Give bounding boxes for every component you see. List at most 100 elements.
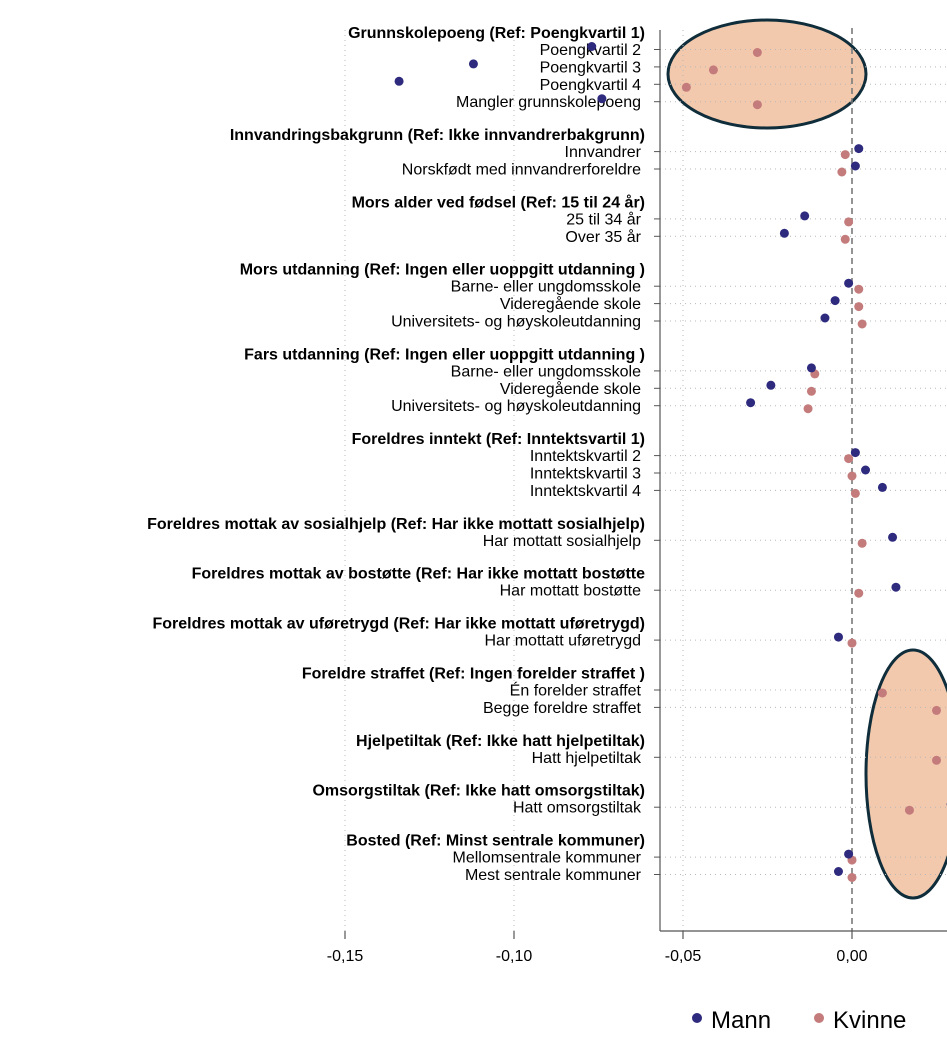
row-label-1-0: Innvandrer: [565, 144, 642, 161]
group-header-10: Hjelpetiltak (Ref: Ikke hatt hjelpetilta…: [356, 733, 645, 750]
point-kvinne-0-2: [681, 82, 691, 92]
row-label-4-1: Videregående skole: [500, 380, 641, 398]
row-label-9-0: Én forelder straffet: [510, 681, 642, 700]
row-label-11-0: Hatt omsorgstiltak: [513, 800, 642, 817]
point-kvinne-12-1: [847, 873, 857, 882]
point-mann-4-0: [806, 363, 816, 373]
group-header-9: Foreldre straffet (Ref: Ingen forelder s…: [302, 666, 645, 683]
group-header-1: Innvandringsbakgrunn (Ref: Ikke innvandr…: [230, 127, 645, 144]
row-label-3-2: Universitets- og høyskoleutdanning: [391, 314, 641, 331]
x-tick-label-3: 0,00: [836, 948, 867, 965]
row-label-8-0: Har mottatt uføretrygd: [485, 633, 642, 650]
row-label-5-0: Inntektskvartil 2: [530, 448, 641, 465]
x-axis: -0,15-0,10-0,050,000,05: [327, 30, 947, 965]
group-header-8: Foreldres mottak av uføretrygd (Ref: Har…: [152, 616, 645, 633]
row-label-0-2: Poengkvartil 4: [540, 77, 641, 94]
group-header-2: Mors alder ved fødsel (Ref: 15 til 24 år…: [352, 193, 645, 211]
row-label-3-1: Videregående skole: [500, 295, 641, 313]
point-kvinne-3-1: [854, 302, 864, 312]
row-label-3-0: Barne- eller ungdomsskole: [451, 279, 641, 296]
point-kvinne-4-2: [803, 404, 813, 414]
point-mann-1-1: [850, 161, 860, 171]
highlight-ellipse-grunnskolepoeng: [666, 18, 868, 130]
point-kvinne-2-0: [844, 217, 854, 227]
point-kvinne-3-2: [857, 319, 867, 329]
point-kvinne-0-3: [752, 100, 762, 110]
point-mann-0-2: [394, 76, 404, 86]
row-label-12-0: Mellomsentrale kommuner: [452, 850, 641, 867]
point-kvinne-6-0: [857, 538, 867, 548]
point-kvinne-5-0: [844, 454, 854, 464]
x-tick-label-1: -0,10: [496, 948, 533, 965]
row-labels: Grunnskolepoeng (Ref: Poengkvartil 1) Poe…: [147, 25, 645, 884]
row-label-10-0: Hatt hjelpetiltak: [532, 750, 642, 767]
point-kvinne-5-2: [850, 488, 860, 498]
legend: Mann Kvinne: [692, 1007, 906, 1034]
group-header-4: Fars utdanning (Ref: Ingen eller uoppgit…: [244, 346, 645, 363]
data-points: [394, 42, 947, 882]
point-mann-0-0: [587, 42, 597, 51]
point-mann-5-0: [850, 448, 860, 458]
point-kvinne-9-0: [877, 688, 887, 698]
row-label-4-2: Universitets- og høyskoleutdanning: [391, 398, 641, 415]
point-mann-2-1: [779, 228, 789, 238]
point-kvinne-1-1: [837, 167, 847, 177]
point-mann-12-0: [844, 849, 854, 859]
row-label-5-2: Inntektskvartil 4: [530, 483, 641, 500]
point-kvinne-8-0: [847, 638, 857, 648]
legend-marker-mann: [692, 1013, 702, 1023]
x-tick-label-2: -0,05: [665, 948, 702, 965]
legend-label-kvinne: Kvinne: [833, 1007, 906, 1032]
point-mann-3-2: [820, 313, 830, 323]
row-label-12-1: Mest sentrale kommuner: [465, 867, 642, 884]
group-header-12: Bosted (Ref: Minst sentrale kommuner): [346, 833, 645, 850]
point-kvinne-7-0: [854, 588, 864, 598]
row-label-6-0: Har mottatt sosialhjelp: [483, 533, 641, 550]
point-mann-3-1: [830, 296, 840, 306]
point-kvinne-0-0: [752, 48, 762, 57]
point-mann-5-2: [877, 482, 887, 492]
x-tick-label-0: -0,15: [327, 948, 364, 965]
point-kvinne-4-1: [806, 386, 816, 396]
point-kvinne-9-1: [932, 705, 941, 715]
row-label-7-0: Har mottatt bostøtte: [500, 583, 641, 600]
point-mann-7-0: [891, 582, 901, 592]
row-label-1-1: Norskfødt med innvandrerforeldre: [402, 162, 641, 179]
row-label-5-1: Inntektskvartil 3: [530, 466, 641, 483]
row-label-2-0: 25 til 34 år: [566, 210, 641, 228]
point-mann-0-1: [468, 59, 478, 69]
point-mann-12-1: [833, 867, 843, 876]
point-mann-5-1: [861, 465, 871, 475]
row-label-4-0: Barne- eller ungdomsskole: [451, 363, 641, 380]
point-kvinne-0-1: [708, 65, 718, 75]
point-kvinne-2-1: [840, 234, 850, 244]
point-kvinne-10-0: [932, 755, 941, 765]
group-header-11: Omsorgstiltak (Ref: Ikke hatt omsorgstil…: [312, 783, 645, 800]
point-kvinne-3-0: [854, 284, 864, 294]
point-mann-1-0: [854, 144, 864, 154]
group-header-3: Mors utdanning (Ref: Ingen eller uoppgit…: [240, 262, 645, 279]
legend-marker-kvinne: [814, 1013, 824, 1023]
point-mann-3-0: [844, 278, 854, 288]
row-label-0-1: Poengkvartil 3: [540, 59, 641, 76]
point-mann-8-0: [833, 632, 843, 642]
point-mann-4-1: [766, 380, 776, 390]
point-mann-6-0: [888, 532, 898, 542]
row-label-0-3: Mangler grunnskolepoeng: [456, 94, 641, 111]
group-header-0: Grunnskolepoeng (Ref: Poengkvartil 1): [348, 25, 645, 42]
legend-label-mann: Mann: [711, 1007, 771, 1032]
highlight-ellipse-straff-tiltak: [864, 648, 947, 900]
group-header-6: Foreldres mottak av sosialhjelp (Ref: Ha…: [147, 516, 645, 533]
point-kvinne-11-0: [904, 805, 914, 815]
row-label-9-1: Begge foreldre straffet: [483, 700, 642, 717]
highlight-ellipses: [666, 18, 947, 900]
group-header-5: Foreldres inntekt (Ref: Inntektsvartil 1…: [352, 431, 645, 448]
row-label-2-1: Over 35 år: [565, 228, 641, 246]
point-mann-2-0: [800, 211, 810, 221]
point-kvinne-1-0: [840, 150, 850, 160]
point-mann-0-3: [597, 94, 607, 104]
point-mann-4-2: [746, 398, 756, 408]
group-header-7: Foreldres mottak av bostøtte (Ref: Har i…: [192, 566, 646, 583]
